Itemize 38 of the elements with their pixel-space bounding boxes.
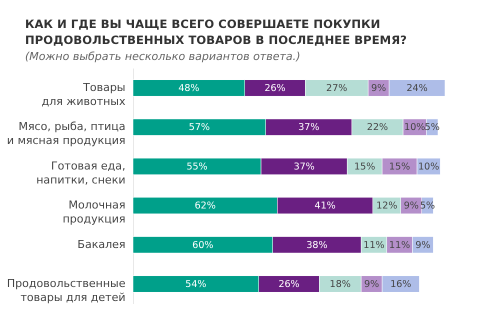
data-label: 15% <box>354 161 376 172</box>
data-label: 10% <box>418 161 440 172</box>
data-label: 26% <box>264 82 286 94</box>
data-label: 54% <box>185 279 206 290</box>
data-label: 9% <box>371 82 386 94</box>
data-label: 11% <box>389 240 410 251</box>
data-label: 10% <box>404 122 426 134</box>
data-label: 12% <box>376 200 398 212</box>
data-label: 27% <box>326 82 348 94</box>
data-label: 16% <box>390 279 412 290</box>
y-tick-label: Товары для животных <box>42 80 126 108</box>
chart-title: КАК И ГДЕ ВЫ ЧАЩЕ ВСЕГО СОВЕРШАЕТЕ ПОКУПКИ ПРОДОВОЛЬСТВЕННЫХ ТОВАРОВ В ПОСЛЕДНЕЕ ВРЕМЯ? <box>25 16 408 48</box>
y-tick-label: Готовая еда, напитки, снеки <box>36 159 126 186</box>
data-label: 37% <box>294 161 315 172</box>
y-tick-label: Бакалея <box>77 238 126 251</box>
data-label: 57% <box>188 122 210 134</box>
data-label: 11% <box>363 240 385 251</box>
chart-subtitle: (Можно выбрать несколько вариантов ответа.) <box>25 50 300 63</box>
data-label: 15% <box>389 161 410 172</box>
data-label: 41% <box>314 200 336 212</box>
data-label: 48% <box>178 82 200 94</box>
data-label: 9% <box>404 200 419 212</box>
data-label: 55% <box>186 161 208 172</box>
data-label: 26% <box>278 279 300 290</box>
data-label: 24% <box>406 82 428 94</box>
data-label: 62% <box>194 200 216 212</box>
data-label: 18% <box>330 279 351 290</box>
data-label: 37% <box>298 122 320 134</box>
data-label: 22% <box>366 122 388 134</box>
y-tick-label: Молочная продукция <box>62 198 126 226</box>
y-tick-label: Мясо, рыба, птица и мясная продукция <box>6 120 126 148</box>
data-label: 9% <box>415 240 430 251</box>
data-label: 38% <box>306 240 328 251</box>
y-tick-label: Продовольственные товары для детей <box>6 277 126 304</box>
data-label: 5% <box>420 200 436 212</box>
data-label: 60% <box>192 240 214 251</box>
data-label: 9% <box>364 279 380 290</box>
data-label: 5% <box>424 122 440 134</box>
